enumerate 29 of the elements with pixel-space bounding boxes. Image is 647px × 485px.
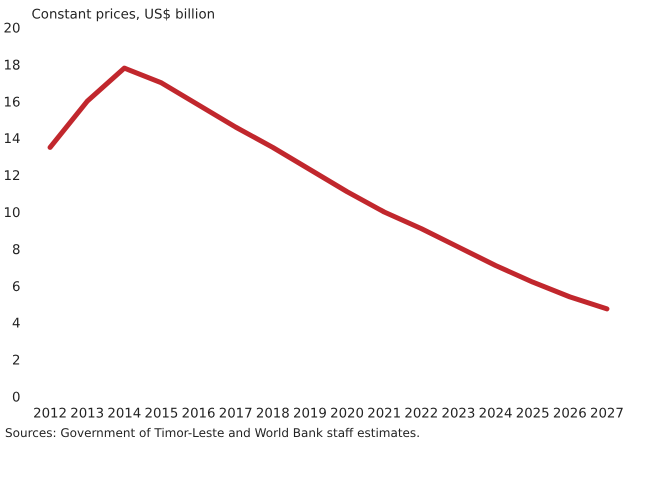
y-tick-label: 20 [4,22,21,36]
x-tick-label: 2022 [404,406,438,422]
source-note: Sources: Government of Timor-Leste and World Bank staff estimates. [5,425,420,442]
y-tick-label: 18 [4,58,21,74]
y-tick-label: 10 [4,206,21,221]
y-tick-label: 0 [12,390,21,406]
x-tick-label: 2019 [292,406,327,422]
x-tick-label: 2017 [218,406,253,422]
x-tick-label: 2013 [70,406,104,422]
y-axis-title: Constant prices, US$ billion [32,8,216,22]
y-tick-label: 4 [12,316,21,332]
y-tick-label: 16 [4,95,21,110]
y-tick-label: 6 [12,280,21,295]
y-tick-label: 8 [12,242,21,258]
x-tick-label: 2020 [330,406,364,422]
y-tick-label: 12 [4,169,21,184]
x-tick-label: 2026 [552,406,587,422]
x-tick-label: 2021 [367,406,402,422]
x-tick-label: 2016 [182,406,216,422]
x-tick-label: 2018 [256,406,290,422]
y-tick-label: 2 [12,354,21,369]
x-tick-label: 2012 [33,406,68,422]
x-tick-label: 2023 [441,406,476,422]
y-tick-label: 14 [4,132,21,148]
x-tick-label: 2027 [590,406,624,422]
x-tick-label: 2015 [144,406,178,422]
x-tick-label: 2025 [516,406,550,422]
x-tick-label: 2024 [478,406,513,422]
x-tick-label: 2014 [107,406,142,422]
